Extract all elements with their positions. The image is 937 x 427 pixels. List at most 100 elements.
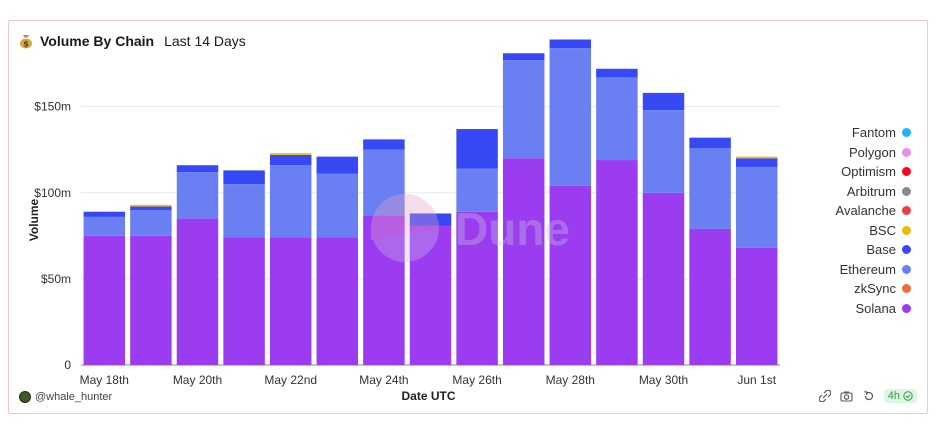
y-axis-title: Volume xyxy=(27,198,41,241)
bar-segment-solana xyxy=(642,192,685,365)
bar-segment-base xyxy=(269,154,312,166)
legend-label: Ethereum xyxy=(839,261,896,277)
x-axis-title: Date UTC xyxy=(401,389,455,403)
legend-item-bsc[interactable]: BSC xyxy=(836,221,911,241)
bar-segment-solana xyxy=(596,160,638,365)
legend-label: BSC xyxy=(869,222,896,238)
svg-text:$: $ xyxy=(23,40,29,49)
refresh-age: 4h xyxy=(887,390,900,402)
x-tick-label: May 18th xyxy=(80,373,129,387)
chart-title: Volume By Chain xyxy=(40,33,155,49)
legend-item-arbitrum[interactable]: Arbitrum xyxy=(836,182,911,202)
bar-segment-solana xyxy=(502,158,545,365)
legend-swatch xyxy=(902,225,911,235)
legend-item-solana[interactable]: Solana xyxy=(836,299,911,319)
watermark-text: Dune xyxy=(455,203,570,255)
legend-label: Base xyxy=(866,242,896,258)
y-tick-label: $50m xyxy=(41,272,71,286)
money-bag-icon: $ xyxy=(20,35,32,49)
y-tick-label: 0 xyxy=(64,358,71,372)
legend-swatch xyxy=(902,128,911,138)
legend-swatch xyxy=(902,245,911,255)
x-tick-label: May 24th xyxy=(359,373,408,387)
bar-segment-base xyxy=(130,206,172,210)
bar-segment-ethereum xyxy=(642,110,685,193)
legend-item-avalanche[interactable]: Avalanche xyxy=(836,201,911,221)
legend-swatch xyxy=(902,264,911,274)
bar-segment-ethereum xyxy=(176,172,219,219)
bar-segment-base xyxy=(596,68,638,78)
dune-watermark: Dune xyxy=(371,194,570,262)
legend-label: Arbitrum xyxy=(846,183,896,199)
refresh-icon[interactable] xyxy=(862,389,876,403)
x-tick-label: May 26th xyxy=(452,373,501,387)
x-tick-label: May 22nd xyxy=(264,373,317,387)
bar-segment-ethereum xyxy=(363,149,405,216)
legend-item-base[interactable]: Base xyxy=(836,240,911,260)
share-icon[interactable] xyxy=(818,389,832,403)
bar-segment-solana xyxy=(549,185,592,365)
chart-toolbar: 4h xyxy=(818,389,917,403)
bar-segment-ethereum xyxy=(549,48,592,186)
chart-header: $ Volume By Chain Last 14 Days xyxy=(18,31,246,51)
bar-segment-solana xyxy=(456,211,498,365)
legend-label: Avalanche xyxy=(835,203,896,219)
bar-segment-solana xyxy=(409,225,452,365)
legend-item-optimism[interactable]: Optimism xyxy=(836,162,911,182)
x-tick-label: May 20th xyxy=(173,373,222,387)
author-username: @whale_hunter xyxy=(35,391,113,403)
check-icon xyxy=(903,391,913,401)
bar-segment-ethereum xyxy=(596,77,638,161)
bar-segment-solana xyxy=(223,237,265,365)
watermark-logo-icon xyxy=(371,194,439,262)
bar-segment-ethereum xyxy=(130,210,172,236)
bar-segment-base xyxy=(642,92,685,111)
bar-segment-base xyxy=(316,156,359,174)
bar-segment-ethereum xyxy=(735,166,778,248)
bar-segment-base xyxy=(363,139,405,150)
legend-item-ethereum[interactable]: Ethereum xyxy=(836,260,911,280)
chart-legend: Fantom Polygon Optimism Arbitrum Avalanche BS… xyxy=(836,123,911,318)
bar-segment-solana xyxy=(269,237,312,365)
legend-label: zkSync xyxy=(854,281,896,297)
legend-item-zksync[interactable]: zkSync xyxy=(836,279,911,299)
bar-segment-solana xyxy=(176,218,219,365)
bar-segment-base xyxy=(409,213,452,226)
bar-segment-base xyxy=(735,158,778,167)
bar-segment-ethereum xyxy=(269,165,312,238)
legend-label: Optimism xyxy=(841,164,896,180)
bar-segment-ethereum xyxy=(689,148,731,229)
bar-segment-base xyxy=(83,211,126,217)
bar-segment-base xyxy=(689,137,731,148)
bar-segment-solana xyxy=(363,215,405,365)
bar-segment-solana xyxy=(689,228,731,365)
bar-segment-solana xyxy=(735,247,778,365)
bar-segment-ethereum xyxy=(83,216,126,236)
bar-segment-base xyxy=(502,53,545,61)
bar-segment-base xyxy=(223,170,265,185)
legend-swatch xyxy=(902,186,911,196)
chart-subtitle: Last 14 Days xyxy=(164,33,246,49)
legend-item-polygon[interactable]: Polygon xyxy=(836,143,911,163)
bar-segment-base xyxy=(176,165,219,173)
camera-icon[interactable] xyxy=(840,389,854,403)
legend-swatch xyxy=(902,303,911,313)
bar-segment-ethereum xyxy=(502,60,545,159)
bar-segment-ethereum xyxy=(456,168,498,212)
refresh-badge[interactable]: 4h xyxy=(883,389,917,403)
watermark-logo-slice xyxy=(371,194,439,240)
x-tick-label: May 28th xyxy=(546,373,595,387)
bar-segment-ethereum xyxy=(316,173,359,238)
legend-item-fantom[interactable]: Fantom xyxy=(836,123,911,143)
bar-segment-base xyxy=(456,129,498,169)
bar-segment-solana xyxy=(83,235,126,365)
legend-swatch xyxy=(902,147,911,157)
bar-segment-bsc xyxy=(130,204,172,207)
legend-label: Polygon xyxy=(849,144,896,160)
legend-swatch xyxy=(902,206,911,216)
x-tick-label: Jun 1st xyxy=(737,373,776,387)
y-tick-label: $150m xyxy=(34,100,71,114)
author-link[interactable]: @whale_hunter xyxy=(19,391,112,403)
legend-swatch xyxy=(902,284,911,294)
